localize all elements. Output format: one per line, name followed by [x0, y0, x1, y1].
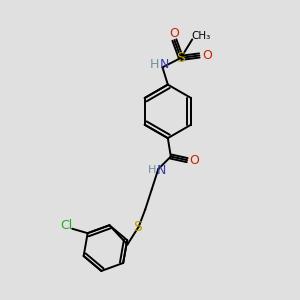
Text: S: S: [133, 220, 142, 234]
Text: N: N: [160, 58, 170, 71]
Text: N: N: [157, 164, 166, 177]
Text: O: O: [202, 49, 212, 62]
Text: H: H: [149, 58, 159, 71]
Text: Cl: Cl: [61, 219, 73, 232]
Text: H: H: [148, 165, 156, 175]
Text: O: O: [189, 154, 199, 166]
Text: O: O: [169, 27, 179, 40]
Text: CH₃: CH₃: [191, 31, 210, 41]
Text: S: S: [176, 51, 185, 65]
